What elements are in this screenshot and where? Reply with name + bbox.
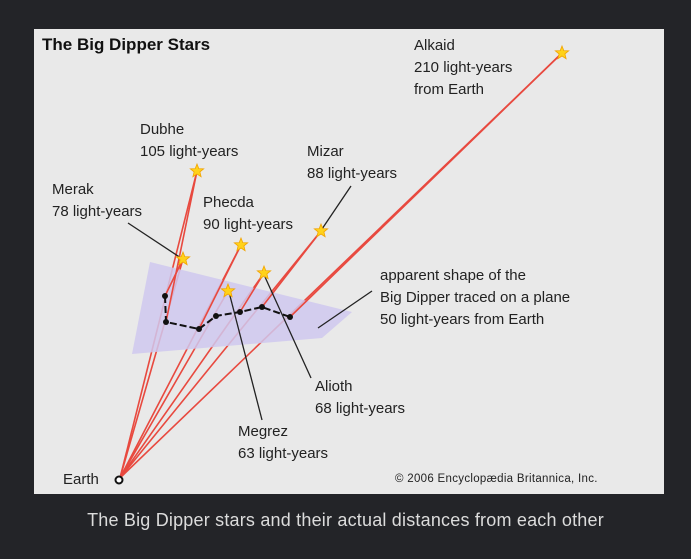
star-distance: 68 light-years [315, 400, 406, 417]
star-icon-mizar [313, 222, 329, 238]
star-distance: 78 light-years [52, 203, 143, 220]
star-distance: 88 light-years [307, 165, 398, 182]
star-name: Alioth [315, 378, 353, 395]
plane-label-line: 50 light-years from Earth [380, 311, 545, 328]
label-merak: Merak 78 light-years [52, 179, 142, 223]
diagram-title: The Big Dipper Stars [42, 35, 211, 54]
plane-label-line: Big Dipper traced on a plane [380, 289, 571, 306]
label-earth: Earth [63, 471, 99, 488]
star-icon-alioth [256, 264, 272, 280]
label-mizar: Mizar 88 light-years [307, 141, 397, 185]
earth-marker [114, 475, 124, 485]
label-megrez: Megrez 63 light-years [238, 421, 328, 465]
star-distance: 90 light-years [203, 216, 294, 233]
star-distance: 105 light-years [140, 143, 239, 160]
star-icon-phecda [233, 236, 249, 252]
plane-label-line: apparent shape of the [380, 267, 526, 284]
label-alioth: Alioth 68 light-years [315, 376, 405, 420]
star-name: Mizar [307, 143, 344, 160]
star-name: Merak [52, 181, 94, 198]
label-dubhe: Dubhe 105 light-years [140, 119, 238, 163]
figure-caption: The Big Dipper stars and their actual di… [87, 510, 604, 530]
sight-line-mizar [119, 230, 322, 479]
star-icon-merak [175, 250, 191, 266]
star-name: Phecda [203, 194, 254, 211]
label-plane: apparent shape of the Big Dipper traced … [380, 265, 570, 331]
star-distance: 210 light-years [414, 59, 513, 76]
star-name: Megrez [238, 423, 289, 440]
star-icon-alkaid [554, 44, 570, 60]
sight-lines [119, 52, 563, 479]
star-distance-note: from Earth [414, 81, 485, 98]
star-distance: 63 light-years [238, 445, 329, 462]
star-name: Dubhe [140, 121, 185, 138]
diagram-graphic [114, 44, 570, 485]
label-phecda: Phecda 90 light-years [203, 192, 293, 236]
dipper-points [162, 293, 293, 332]
star-name: Alkaid [414, 37, 455, 54]
star-icon-dubhe [189, 162, 205, 178]
big-dipper-diagram: The Big Dipper Stars Alkaid 210 light-ye… [34, 29, 664, 494]
star-icon-megrez [220, 282, 236, 298]
copyright: © 2006 Encyclopædia Britannica, Inc. [395, 473, 598, 485]
leader-lines [127, 185, 373, 421]
label-alkaid: Alkaid 210 light-years from Earth [414, 35, 512, 101]
